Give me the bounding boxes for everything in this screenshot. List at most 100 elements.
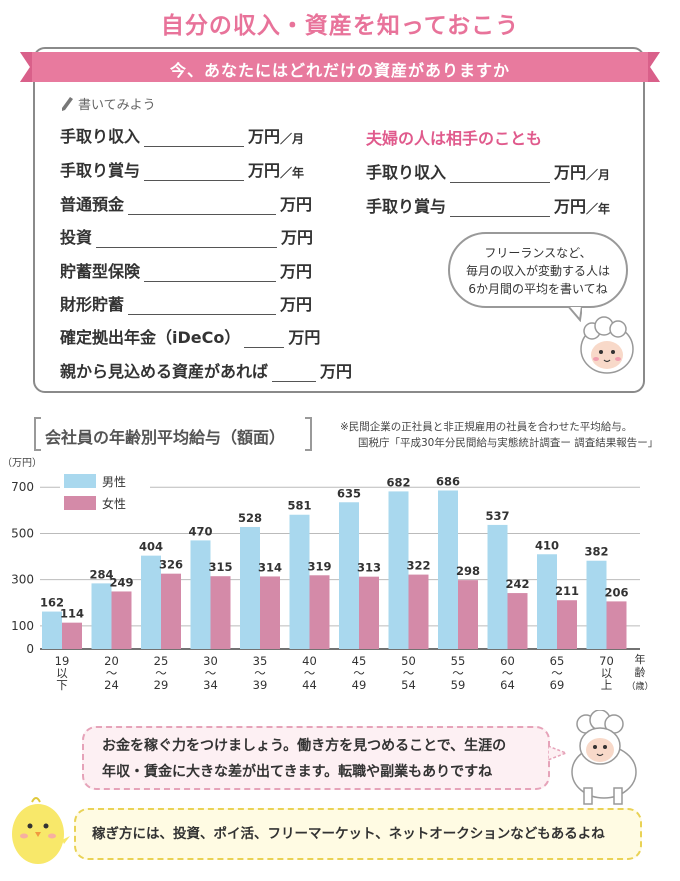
field-unit: 万円 [248, 161, 281, 180]
y-tick-label: 700 [11, 480, 34, 494]
bar-male [289, 514, 310, 649]
advice-speech-bubble: お金を稼ぐ力をつけましょう。働き方を見つめることで、生涯の 年収・賃金に大きな差… [82, 726, 550, 790]
write-in-blank[interactable] [144, 165, 245, 181]
write-in-blank[interactable] [450, 201, 551, 217]
field-label: 親から見込める資産があれば [60, 362, 269, 381]
bar-male [388, 491, 409, 649]
x-tick-label: 以 [56, 666, 68, 680]
x-tick-label: 24 [104, 678, 119, 692]
field-parent-assets: 親から見込める資産があれば 万円 [60, 358, 352, 382]
alpaca-mascot-icon [580, 316, 634, 374]
write-in-blank[interactable] [144, 266, 277, 282]
field-label: 普通預金 [60, 195, 125, 214]
field-unit: 万円 [554, 163, 587, 182]
x-tick-label: 30 [203, 654, 218, 668]
bar-value-label: 382 [584, 545, 608, 559]
x-tick-label: 〜 [403, 666, 415, 680]
freelance-tip-bubble: フリーランスなど、 毎月の収入が変動する人は 6か月間の平均を書いてね [448, 232, 628, 308]
bar-value-label: 206 [604, 585, 628, 599]
bar-value-label: 313 [357, 561, 381, 575]
y-tick-label: 100 [11, 619, 34, 633]
write-in-blank[interactable] [96, 232, 278, 248]
x-tick-label: 25 [154, 654, 169, 668]
chart-note-1: ※民間企業の正社員と非正規雇用の社員を合わせた平均給与。 [340, 421, 633, 433]
field-label: 手取り収入 [366, 163, 447, 182]
bar-value-label: 249 [109, 575, 133, 589]
field-spouse-bonus: 手取り賞与 万円 ／年 [366, 193, 610, 217]
x-tick-label: 49 [352, 678, 367, 692]
x-tick-label: 50 [401, 654, 416, 668]
legend-swatch [64, 496, 96, 510]
bar-value-label: 211 [555, 584, 579, 598]
bar-female [111, 591, 132, 649]
bar-female [606, 601, 627, 649]
bar-value-label: 242 [505, 577, 529, 591]
x-axis-label: 齢 [635, 665, 646, 679]
y-tick-label: 0 [26, 642, 34, 656]
write-in-blank[interactable] [244, 332, 285, 348]
bar-male [190, 540, 211, 649]
write-hint: 書いてみよう [60, 94, 156, 113]
alpaca-mascot-icon [571, 710, 637, 805]
bar-value-label: 528 [238, 511, 262, 525]
spouse-section-title: 夫婦の人は相手のことも [366, 129, 543, 148]
bar-value-label: 162 [40, 596, 64, 610]
y-axis-unit-label: （万円） [2, 457, 42, 469]
bar-value-label: 314 [258, 560, 282, 574]
ribbon-label: 今、あなたにはどれだけの資産がありますか [169, 61, 510, 80]
field-label: 確定拠出年金（iDeCo） [60, 328, 241, 347]
bar-female [458, 580, 478, 649]
x-tick-label: 19 [55, 654, 70, 668]
x-tick-label: 〜 [155, 666, 167, 680]
write-in-blank[interactable] [128, 199, 277, 215]
x-tick-label: 〜 [106, 666, 118, 680]
x-axis-label: （歳） [626, 680, 653, 692]
bar-male [586, 560, 607, 649]
x-tick-label: 40 [302, 654, 317, 668]
x-tick-label: 39 [253, 678, 268, 692]
bar-value-label: 322 [406, 559, 430, 573]
y-tick-label: 300 [11, 573, 34, 587]
asset-worksheet-card [33, 47, 645, 393]
bar-value-label: 686 [436, 474, 460, 488]
bar-female [359, 576, 379, 649]
bar-value-label: 319 [307, 559, 331, 573]
write-in-blank[interactable] [128, 299, 277, 315]
x-tick-label: 65 [550, 654, 565, 668]
field-investment: 投資 万円 [60, 224, 313, 248]
x-tick-label: 35 [253, 654, 268, 668]
field-unit: 万円 [280, 295, 313, 314]
bar-value-label: 410 [535, 538, 559, 552]
field-unit: 万円 [281, 228, 314, 247]
field-label: 貯蓄型保険 [60, 262, 141, 281]
x-tick-label: 〜 [254, 666, 266, 680]
x-tick-label: 70 [599, 654, 614, 668]
x-tick-label: 〜 [551, 666, 563, 680]
bar-male [537, 554, 557, 649]
tip-speech-bubble: 稼ぎ方には、投資、ポイ活、フリーマーケット、ネットオークションなどもあるよね [74, 808, 642, 860]
x-tick-label: 69 [550, 678, 565, 692]
field-label: 投資 [60, 228, 93, 247]
field-ideco: 確定拠出年金（iDeCo） 万円 [60, 324, 320, 348]
x-tick-label: 64 [500, 678, 515, 692]
field-unit: 万円 [554, 197, 587, 216]
write-in-blank[interactable] [450, 167, 551, 183]
x-tick-label: 〜 [353, 666, 365, 680]
x-tick-label: 〜 [205, 666, 217, 680]
legend-label: 男性 [102, 475, 126, 489]
bubble-tail [568, 306, 582, 322]
field-savings-insurance: 貯蓄型保険 万円 [60, 258, 312, 282]
bar-female [210, 576, 231, 649]
write-in-blank[interactable] [272, 366, 317, 382]
chart-note-2: 国税庁「平成30年分民間給与実態統計調査ー 調査結果報告ー」 [358, 437, 659, 449]
field-savings-deposit: 普通預金 万円 [60, 191, 312, 215]
x-tick-label: 上 [601, 678, 613, 692]
bar-value-label: 315 [208, 560, 232, 574]
write-in-blank[interactable] [144, 131, 245, 147]
bar-female [507, 593, 528, 649]
x-tick-label: 〜 [502, 666, 514, 680]
x-tick-label: 下 [56, 678, 68, 692]
bar-female [557, 600, 577, 649]
y-tick-label: 500 [11, 526, 34, 540]
field-unit: 万円 [288, 328, 321, 347]
